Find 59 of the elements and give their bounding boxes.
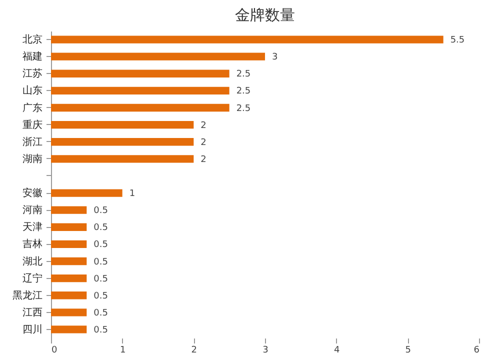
- y-tick-label: 重庆: [22, 118, 42, 131]
- bar: [51, 155, 194, 163]
- data-label: 0.5: [94, 240, 108, 250]
- y-tick-label: 河南: [22, 204, 42, 216]
- data-label: 1: [129, 189, 136, 200]
- x-tick-label: 4: [334, 346, 340, 356]
- x-tick-label: 2: [191, 346, 198, 356]
- data-label: 2.5: [236, 104, 251, 114]
- chart-title: 金牌数量: [235, 6, 295, 24]
- x-tick-label: 5: [405, 346, 412, 356]
- data-label: 3: [272, 52, 278, 63]
- y-tick-label: 江苏: [22, 68, 42, 80]
- bar: [51, 257, 87, 266]
- bar: [51, 308, 87, 316]
- y-tick-label: 山东: [22, 84, 42, 97]
- data-label: 0.5: [94, 325, 108, 336]
- data-label: 0.5: [94, 274, 108, 284]
- x-tick-label: 6: [474, 346, 480, 356]
- bar: [51, 326, 87, 334]
- x-tick-label: 1: [120, 346, 126, 356]
- data-label: 2: [200, 154, 206, 165]
- data-label: 2: [200, 120, 206, 131]
- x-tick-label: 0: [52, 346, 58, 356]
- y-tick-label: 广东: [22, 102, 42, 114]
- data-label: 0.5: [94, 291, 108, 302]
- y-tick-label: 湖南: [22, 152, 42, 165]
- bar: [51, 292, 87, 300]
- bar: [51, 70, 230, 78]
- y-tick-label: 浙江: [22, 136, 42, 148]
- data-label: 5.5: [450, 36, 465, 46]
- y-tick-label: 四川: [22, 323, 42, 336]
- y-tick-label: 福建: [22, 50, 42, 63]
- bar: [51, 274, 87, 282]
- y-tick-label: 江西: [22, 306, 42, 318]
- bar: [51, 52, 265, 60]
- bar: [51, 206, 87, 214]
- bar: [51, 240, 87, 248]
- data-label: 0.5: [94, 223, 108, 234]
- y-tick-label: 黑龙江: [12, 289, 42, 302]
- y-tick-label: 天津: [22, 221, 42, 234]
- data-label: 2.5: [236, 70, 251, 80]
- bar: [51, 223, 87, 231]
- data-label: 0.5: [94, 308, 108, 318]
- data-label: 0.5: [94, 257, 108, 268]
- y-tick-label: 吉林: [22, 238, 42, 250]
- bar: [51, 138, 194, 146]
- bar: [51, 104, 230, 112]
- bar: [51, 189, 122, 197]
- bar: [51, 36, 444, 44]
- data-label: 0.5: [94, 206, 108, 216]
- bar: [51, 120, 194, 129]
- data-label: 2: [200, 138, 206, 148]
- data-label: 2.5: [236, 86, 251, 97]
- y-tick-label: 北京: [22, 34, 42, 46]
- bar: [51, 86, 230, 95]
- y-tick-label: 辽宁: [22, 272, 42, 284]
- y-tick-label: 安徽: [22, 187, 42, 200]
- y-tick-label: 湖北: [22, 255, 42, 268]
- x-tick-label: 3: [262, 346, 268, 356]
